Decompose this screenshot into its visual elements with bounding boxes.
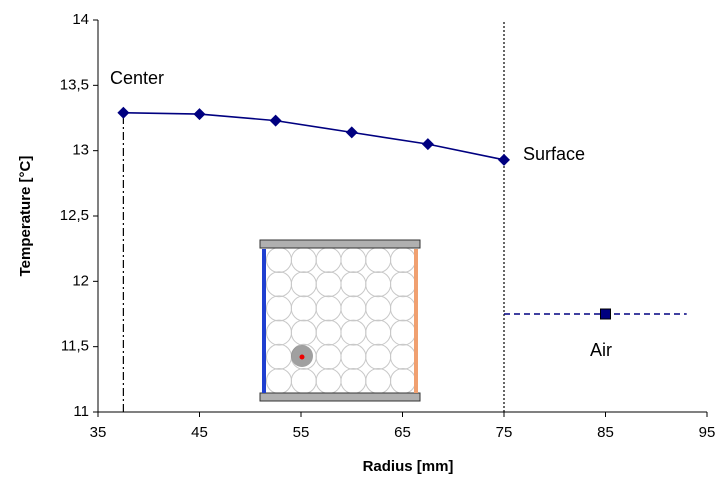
series-line (123, 111, 505, 161)
y-tick-label: 11 (73, 403, 89, 420)
annotation: Surface (523, 144, 585, 164)
data-point (117, 106, 130, 119)
inset-bottom-plate (259, 392, 421, 402)
y-tick-label: 14 (72, 11, 89, 28)
inset-cold-side (262, 249, 266, 393)
x-tick-label: 85 (597, 424, 614, 441)
data-point (498, 153, 510, 166)
x-tick-label: 95 (699, 424, 716, 441)
y-tick-label: 13,5 (60, 76, 89, 93)
y-tick-label: 12 (72, 272, 89, 289)
x-axis-title: Radius [mm] (363, 458, 454, 475)
data-point (421, 138, 434, 151)
y-tick-label: 11,5 (61, 338, 89, 355)
x-tick-label: 55 (293, 424, 310, 441)
y-tick-label: 12,5 (60, 207, 89, 224)
inset-sensor (299, 354, 305, 360)
annotation: Air (590, 340, 612, 360)
y-tick-label: 13 (72, 142, 89, 159)
x-tick-label: 35 (90, 424, 107, 441)
x-tick-label: 75 (496, 424, 513, 441)
annotation: Center (110, 68, 164, 88)
data-point (345, 126, 358, 139)
data-point (600, 308, 611, 320)
y-axis-title: Temperature [°C] (17, 156, 34, 277)
x-tick-label: 45 (191, 424, 208, 441)
inset-diagram (259, 239, 421, 402)
inset-top-plate (259, 239, 421, 249)
data-point (269, 114, 282, 127)
x-tick-label: 65 (394, 424, 411, 441)
data-point (193, 108, 206, 121)
inset-warm-side (414, 249, 418, 393)
